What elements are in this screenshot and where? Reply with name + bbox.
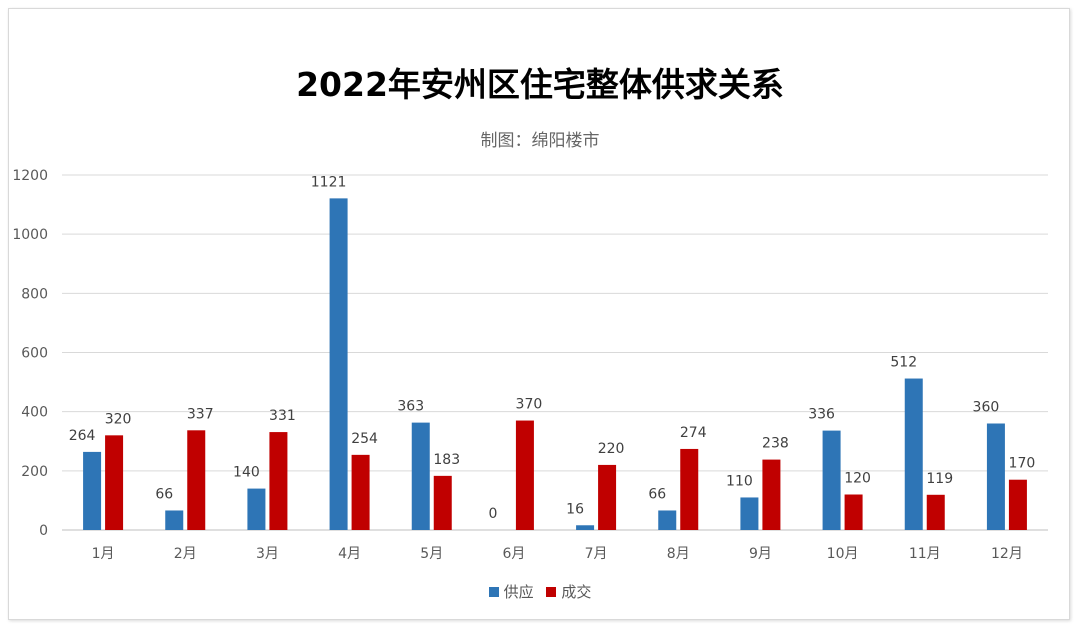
bar-supply	[247, 488, 266, 530]
chart-frame	[8, 8, 1070, 620]
y-tick-label: 800	[21, 286, 48, 302]
data-label: 16	[566, 501, 584, 517]
bar-deals	[926, 494, 945, 530]
x-tick-label: 2月	[174, 546, 197, 562]
bar-supply	[822, 430, 841, 530]
data-label: 336	[808, 407, 835, 423]
data-label: 119	[926, 471, 953, 487]
bar-deals	[105, 435, 124, 530]
bar-supply	[740, 497, 759, 530]
bar-supply	[83, 451, 102, 530]
bar-supply	[329, 198, 348, 530]
x-tick-label: 4月	[338, 546, 361, 562]
y-tick-label: 400	[21, 405, 48, 421]
bar-deals	[351, 454, 370, 530]
data-label: 183	[433, 452, 460, 468]
data-label: 238	[762, 436, 789, 452]
bar-supply	[165, 510, 184, 530]
x-tick-label: 6月	[502, 546, 525, 562]
bar-supply	[658, 510, 677, 530]
data-label: 360	[973, 400, 1000, 416]
bar-deals	[1008, 479, 1027, 530]
bar-supply	[904, 378, 923, 530]
y-tick-label: 600	[21, 346, 48, 362]
data-label: 120	[844, 471, 871, 487]
data-label: 110	[726, 473, 753, 489]
x-tick-label: 5月	[420, 546, 443, 562]
y-tick-label: 1000	[12, 227, 48, 243]
data-label: 512	[890, 355, 917, 371]
data-label: 220	[598, 441, 625, 457]
data-label: 337	[187, 406, 214, 422]
data-label: 331	[269, 408, 296, 424]
data-label: 264	[69, 428, 96, 444]
bar-deals	[269, 432, 288, 530]
bar-deals	[762, 459, 781, 530]
legend-item-supply: 供应	[488, 581, 534, 602]
x-tick-label: 7月	[585, 546, 608, 562]
legend-swatch-supply	[488, 586, 499, 597]
x-tick-label: 12月	[991, 546, 1023, 562]
x-tick-label: 10月	[827, 546, 859, 562]
y-tick-label: 200	[21, 464, 48, 480]
data-label: 66	[155, 486, 173, 502]
chart-title: 2022年安州区住宅整体供求关系	[296, 65, 784, 104]
bar-deals	[680, 448, 699, 530]
y-tick-label: 1200	[12, 168, 48, 184]
data-label: 370	[516, 397, 543, 413]
bar-supply	[411, 422, 430, 530]
data-label: 140	[233, 465, 260, 481]
data-label: 170	[1009, 456, 1036, 472]
x-tick-label: 3月	[256, 546, 279, 562]
bar-deals	[844, 494, 863, 530]
data-label: 363	[397, 399, 424, 415]
bar-deals	[187, 430, 206, 530]
bar-supply	[986, 423, 1005, 530]
legend-label-supply: 供应	[503, 583, 534, 601]
data-label: 0	[488, 506, 497, 522]
legend-item-deals: 成交	[546, 581, 591, 602]
legend-swatch-deals	[546, 586, 557, 597]
legend-label-deals: 成交	[561, 583, 592, 601]
x-tick-label: 1月	[92, 546, 115, 562]
chart-subtitle: 制图：绵阳楼市	[480, 131, 600, 151]
data-label: 320	[105, 411, 132, 427]
bar-deals	[598, 464, 617, 530]
x-tick-label: 8月	[667, 546, 690, 562]
bar-deals	[515, 420, 534, 530]
x-tick-label: 9月	[749, 546, 772, 562]
bar-deals	[433, 475, 452, 530]
data-label: 254	[351, 431, 378, 447]
bar-supply	[576, 525, 595, 530]
data-label: 274	[680, 425, 707, 441]
data-label: 1121	[311, 174, 347, 190]
y-tick-label: 0	[39, 523, 48, 539]
x-tick-label: 11月	[909, 546, 941, 562]
legend: 供应 成交	[0, 581, 1080, 602]
data-label: 66	[648, 486, 666, 502]
